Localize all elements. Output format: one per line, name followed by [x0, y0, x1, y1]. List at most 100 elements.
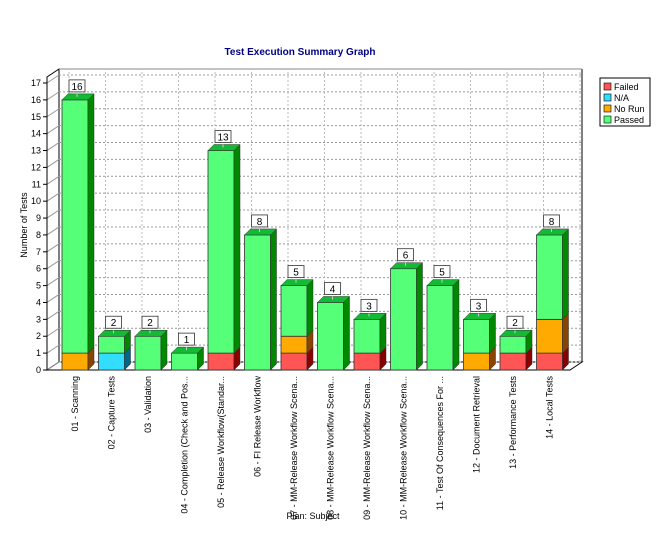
bar-top — [389, 262, 424, 269]
data-label: 4 — [330, 284, 336, 295]
y-tick-label: 1 — [36, 348, 41, 358]
y-tick-label: 5 — [36, 281, 41, 291]
bar-side — [562, 312, 569, 354]
x-tick-label: 11 - Test Of Consequences For ... — [435, 376, 445, 510]
bar-group: 5 11 - Test Of Consequences For ... — [426, 265, 460, 510]
bar-top — [280, 279, 314, 286]
y-gridline-side — [46, 294, 60, 303]
y-gridline-side — [46, 91, 60, 101]
data-label-box — [397, 248, 414, 262]
bar-group: 13 05 - Release Workflow(Standar... — [207, 130, 241, 508]
y-tick-label: 10 — [31, 196, 41, 206]
data-label: 2 — [512, 318, 518, 329]
legend-label: Passed — [614, 115, 644, 125]
y-gridline-side — [46, 243, 60, 253]
data-label: 16 — [71, 82, 83, 93]
bar-top — [316, 296, 351, 303]
y-tick-label: 9 — [36, 213, 41, 223]
bar-side — [87, 93, 95, 354]
data-label-box — [324, 282, 341, 295]
legend-swatch — [603, 104, 612, 113]
bar-group: 6 10 - MM-Release Workflow Scena... — [389, 248, 424, 520]
data-label: 5 — [293, 268, 299, 279]
y-tick-label: 7 — [36, 247, 41, 257]
bar-segment-passed — [134, 335, 162, 371]
y-gridline-side — [46, 125, 60, 135]
y-tick-label: 2 — [36, 331, 41, 341]
x-tick-label: 04 - Completion (Check and Pos... — [180, 376, 190, 514]
y-gridline-side — [46, 175, 60, 185]
bar-side — [270, 228, 277, 371]
bar-segment-passed — [98, 335, 125, 354]
x-tick-label: 14 - Local Tests — [545, 376, 555, 439]
y-gridline-side — [46, 327, 60, 337]
bar-group: 8 14 - Local Tests — [535, 214, 570, 439]
bar-top — [207, 144, 241, 151]
bar-segment-failed — [499, 352, 527, 371]
data-label-box — [543, 214, 560, 228]
bar-group: 5 07 - MM-Release Workflow Scena... — [280, 265, 314, 520]
bar-side — [343, 295, 350, 371]
y-gridline-side — [46, 361, 60, 371]
bar-top — [61, 93, 95, 101]
x-tick-label: 01 - Scanning — [70, 376, 80, 432]
data-label-box — [105, 315, 122, 329]
y-axis-label: Number of Tests — [19, 192, 29, 258]
bar-top — [462, 313, 497, 320]
bar-segment-passed — [61, 99, 89, 354]
data-label-box — [251, 214, 268, 228]
bar-group: 8 06 - FI Release Workflow — [243, 214, 278, 477]
data-label-box — [68, 79, 86, 93]
x-tick-label: 12 - Document Retrieval — [472, 376, 482, 473]
bar-group: 2 03 - Validation — [134, 315, 168, 433]
y-tick-label: 8 — [36, 230, 41, 240]
bar-segment-passed — [499, 335, 527, 354]
bar-segment-norun — [61, 352, 89, 371]
y-gridline-side — [46, 142, 60, 151]
data-label: 8 — [549, 217, 555, 228]
data-label: 3 — [366, 301, 372, 312]
bar-segment-norun — [536, 318, 563, 354]
bar-group: 1 04 - Completion (Check and Pos... — [170, 332, 205, 514]
y-gridline-side — [46, 344, 60, 354]
x-tick-label: 03 - Validation — [143, 376, 153, 433]
bar-group: 2 02 - Capture Tests — [97, 315, 132, 450]
bar-segment-failed — [353, 352, 381, 371]
y-gridline-side — [46, 310, 60, 320]
x-tick-label: 08 - MM-Release Workflow Scena... — [326, 376, 336, 520]
bar-group: 4 08 - MM-Release Workflow Scena... — [316, 282, 351, 520]
bar-segment-passed — [280, 285, 308, 337]
y-tick-label: 14 — [31, 129, 41, 139]
y-tick-label: 11 — [32, 179, 41, 189]
legend-swatch — [603, 115, 612, 124]
bar-side — [160, 329, 168, 371]
data-label: 3 — [476, 301, 482, 312]
bar-segment-failed — [280, 352, 308, 371]
x-tick-label: 02 - Capture Tests — [107, 376, 117, 450]
x-tick-label: 09 - MM-Release Workflow Scena... — [362, 376, 372, 520]
bar-top — [426, 279, 460, 286]
data-label-box — [141, 315, 159, 329]
y-tick-label: 12 — [31, 162, 41, 172]
chart-title: Test Execution Summary Graph — [225, 47, 376, 58]
legend-swatch — [603, 93, 612, 102]
x-tick-label: 10 - MM-Release Workflow Scena... — [399, 376, 409, 520]
y-tick-label: 6 — [36, 264, 41, 274]
left-wall — [46, 68, 60, 371]
bar-side — [306, 278, 314, 337]
data-label: 6 — [403, 251, 409, 262]
data-label-box — [360, 298, 378, 312]
bar-side — [489, 312, 496, 354]
bar-segment-norun — [280, 335, 308, 354]
y-gridline-side — [46, 209, 60, 219]
y-gridline-side — [46, 260, 60, 270]
bar-segment-passed — [390, 268, 417, 371]
bar-segment-passed — [317, 302, 344, 371]
data-label-box — [433, 265, 451, 278]
x-tick-label: 13 - Performance Tests — [508, 376, 518, 469]
y-gridline-side — [46, 158, 60, 168]
data-label-box — [506, 315, 524, 329]
x-tick-label: 06 - FI Release Workflow — [253, 376, 263, 477]
bar-top — [353, 313, 387, 320]
